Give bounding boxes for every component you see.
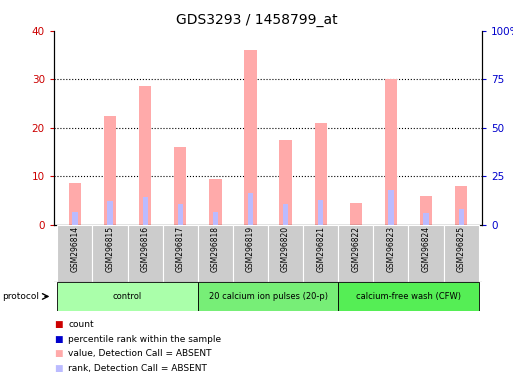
Bar	[213, 212, 218, 225]
Text: GDS3293 / 1458799_at: GDS3293 / 1458799_at	[175, 13, 338, 27]
Bar	[423, 213, 429, 225]
Bar	[459, 209, 464, 225]
Bar	[177, 204, 183, 225]
Text: GSM296820: GSM296820	[281, 227, 290, 273]
Text: ■: ■	[54, 364, 63, 373]
Bar	[280, 140, 292, 225]
Bar	[338, 282, 479, 311]
Text: GSM296814: GSM296814	[70, 227, 80, 273]
Bar	[143, 197, 148, 225]
Text: ■: ■	[54, 349, 63, 358]
Bar	[283, 204, 288, 225]
Bar	[198, 225, 233, 282]
Text: calcium-free wash (CFW): calcium-free wash (CFW)	[356, 292, 461, 301]
Text: rank, Detection Call = ABSENT: rank, Detection Call = ABSENT	[68, 364, 207, 373]
Bar	[163, 225, 198, 282]
Bar	[233, 225, 268, 282]
Bar	[57, 225, 92, 282]
Text: count: count	[68, 320, 94, 329]
Bar	[268, 225, 303, 282]
Bar	[69, 184, 81, 225]
Text: ■: ■	[54, 334, 63, 344]
Text: GSM296821: GSM296821	[316, 227, 325, 272]
Bar	[318, 200, 323, 225]
Text: 20 calcium ion pulses (20-p): 20 calcium ion pulses (20-p)	[209, 292, 327, 301]
Text: percentile rank within the sample: percentile rank within the sample	[68, 334, 221, 344]
Bar	[303, 225, 338, 282]
Bar	[104, 116, 116, 225]
Text: control: control	[113, 292, 142, 301]
Text: GSM296816: GSM296816	[141, 227, 150, 273]
Text: GSM296823: GSM296823	[386, 227, 396, 273]
Text: GSM296825: GSM296825	[457, 227, 466, 273]
Text: ■: ■	[54, 320, 63, 329]
Text: GSM296824: GSM296824	[422, 227, 430, 273]
Bar	[174, 147, 186, 225]
Bar	[420, 195, 432, 225]
Bar	[338, 225, 373, 282]
Bar	[350, 203, 362, 225]
Bar	[408, 225, 444, 282]
Bar	[128, 225, 163, 282]
Text: GSM296819: GSM296819	[246, 227, 255, 273]
Bar	[444, 225, 479, 282]
Text: GSM296818: GSM296818	[211, 227, 220, 272]
Bar	[388, 190, 393, 225]
Bar	[57, 282, 198, 311]
Text: value, Detection Call = ABSENT: value, Detection Call = ABSENT	[68, 349, 212, 358]
Text: protocol: protocol	[3, 292, 40, 301]
Text: GSM296815: GSM296815	[106, 227, 114, 273]
Text: GSM296822: GSM296822	[351, 227, 360, 272]
Bar	[455, 186, 467, 225]
Bar	[373, 225, 408, 282]
Bar	[244, 50, 256, 225]
Bar	[107, 201, 113, 225]
Bar	[314, 123, 327, 225]
Bar	[72, 212, 77, 225]
Bar	[92, 225, 128, 282]
Bar	[139, 86, 151, 225]
Text: GSM296817: GSM296817	[176, 227, 185, 273]
Bar	[385, 79, 397, 225]
Bar	[248, 193, 253, 225]
Bar	[198, 282, 338, 311]
Bar	[209, 179, 222, 225]
